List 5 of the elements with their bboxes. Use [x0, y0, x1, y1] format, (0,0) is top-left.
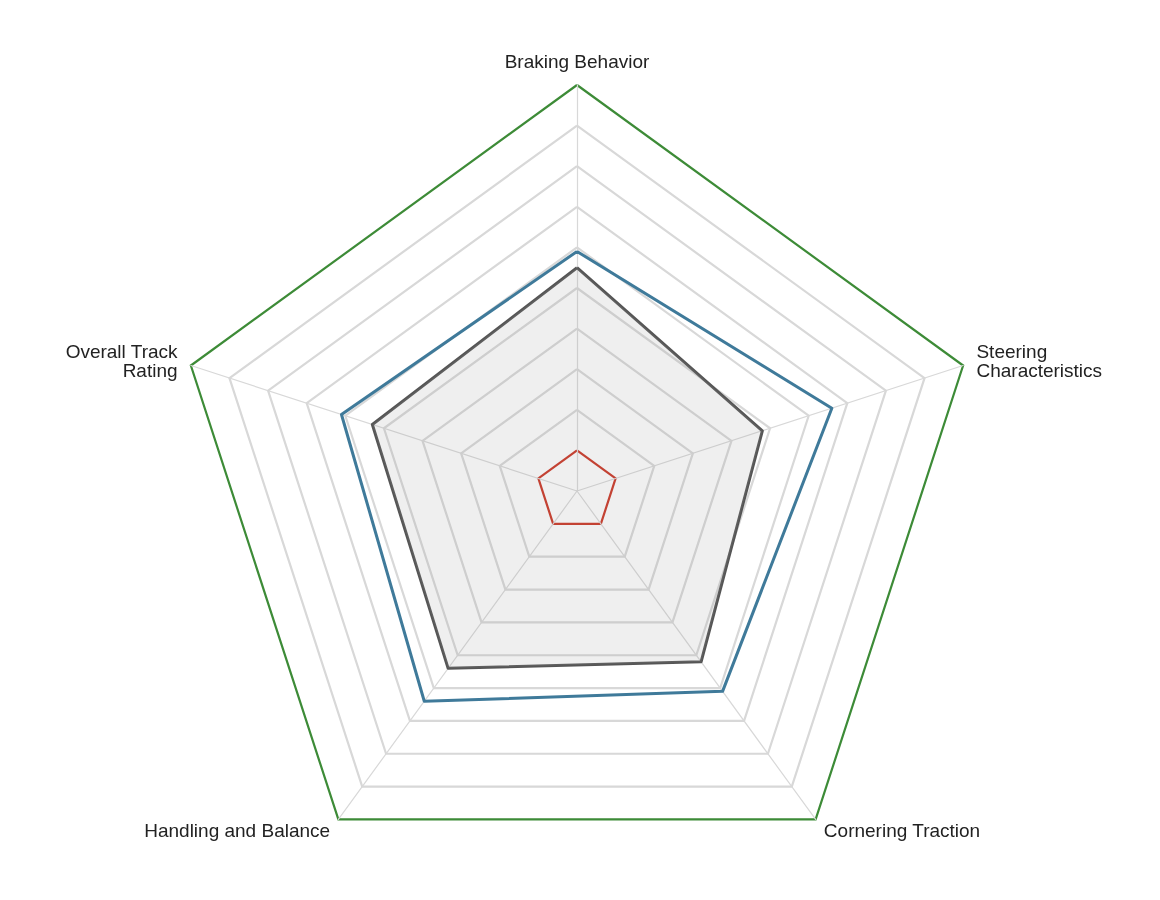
spoke-label: Braking Behavior	[504, 51, 651, 72]
spoke-label: Cornering Traction	[823, 820, 981, 842]
spoke-label: Steering Characteristics	[976, 341, 1103, 382]
spoke-label: Overall Track Rating	[65, 341, 179, 382]
spoke-label: Handling and Balance	[144, 820, 331, 842]
